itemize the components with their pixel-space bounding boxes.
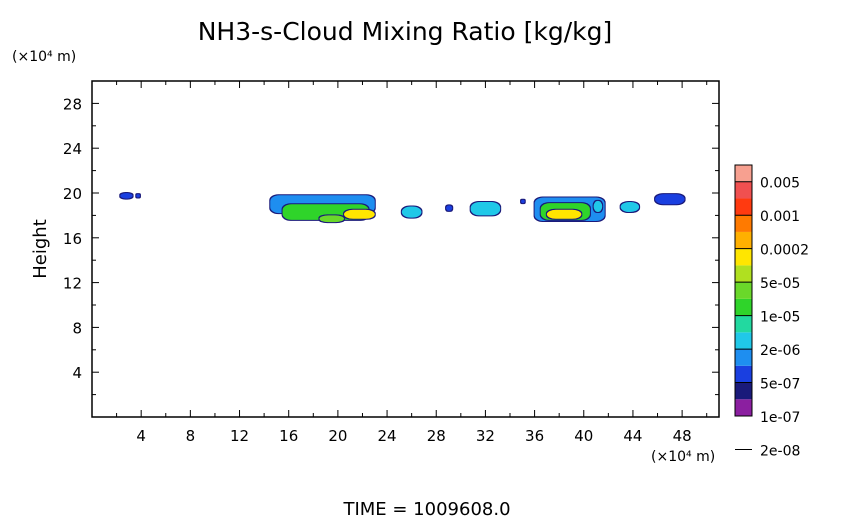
colorbar-swatch (735, 382, 752, 400)
colorbar-label: 0.001 (760, 209, 800, 225)
y-tick-label: 24 (63, 140, 82, 158)
x-tick-label: 44 (623, 427, 642, 445)
x-tick-label: 12 (230, 427, 249, 445)
colorbar-label: 2e-08 (760, 443, 800, 459)
colorbar-swatch (735, 349, 752, 366)
y-tick-label: 4 (72, 364, 82, 382)
colorbar-label: 2e-06 (760, 343, 800, 359)
colorbar-swatch (735, 399, 752, 416)
cloud-feature (120, 193, 133, 199)
x-tick-label: 24 (378, 427, 397, 445)
colorbar-label: 0.0002 (760, 243, 809, 259)
colorbar-label: 1e-07 (760, 410, 800, 426)
colorbar-label: 5e-07 (760, 377, 800, 393)
colorbar-swatch (735, 248, 752, 266)
y-axis-label: Height (30, 219, 51, 279)
cloud-feature (470, 201, 501, 216)
colorbar: 0.005 0.001 0.0002 5e-05 1e-05 2e-06 5e-07 1e-0… (734, 164, 809, 459)
cloud-feature (655, 194, 685, 205)
cloud-feature (136, 194, 140, 198)
plot-frame (91, 80, 720, 418)
x-tick-label: 20 (328, 427, 347, 445)
colorbar-swatch (735, 282, 752, 299)
cloud-feature (593, 200, 603, 213)
x-tick-label: 32 (476, 427, 495, 445)
colorbar-label: 5e-05 (760, 276, 800, 292)
x-unit-label: (×10⁴ m) (651, 449, 715, 465)
colorbar-label: 1e-05 (760, 310, 800, 326)
y-unit-label: (×10⁴ m) (12, 49, 76, 65)
x-tick-label: 28 (427, 427, 446, 445)
y-tick-label: 28 (63, 95, 82, 113)
x-tick-label: 48 (673, 427, 692, 445)
colorbar-swatch (735, 365, 752, 383)
cloud-feature (401, 206, 422, 218)
colorbar-label: 0.005 (760, 176, 800, 192)
colorbar-swatch (735, 165, 752, 182)
cloud-feature (446, 205, 453, 211)
y-tick-label: 12 (63, 275, 82, 293)
cloud-contours (119, 192, 686, 224)
y-tick-label: 16 (63, 230, 82, 248)
colorbar-swatch (735, 298, 752, 316)
colorbar-swatch (735, 315, 752, 333)
chart-title: NH3-s-Cloud Mixing Ratio [kg/kg] (198, 17, 613, 46)
x-tick-label: 4 (136, 427, 146, 445)
cloud-feature (546, 209, 582, 219)
cloud-feature (344, 209, 375, 219)
x-tick-label: 40 (574, 427, 593, 445)
x-tick-label: 8 (186, 427, 196, 445)
colorbar-swatch (735, 265, 752, 283)
cloud-feature (521, 199, 525, 204)
cloud-feature (620, 201, 640, 213)
cloud-feature (319, 215, 345, 223)
x-tick-label: 16 (279, 427, 298, 445)
y-tick-label: 8 (72, 319, 82, 337)
colorbar-swatch (735, 181, 752, 199)
time-footer: TIME = 1009608.0 (342, 499, 510, 519)
colorbar-swatch (735, 231, 752, 249)
colorbar-swatch (735, 215, 752, 232)
colorbar-swatch (735, 332, 752, 350)
y-tick-label: 20 (63, 185, 82, 203)
x-tick-label: 36 (525, 427, 544, 445)
colorbar-swatch (735, 198, 752, 216)
